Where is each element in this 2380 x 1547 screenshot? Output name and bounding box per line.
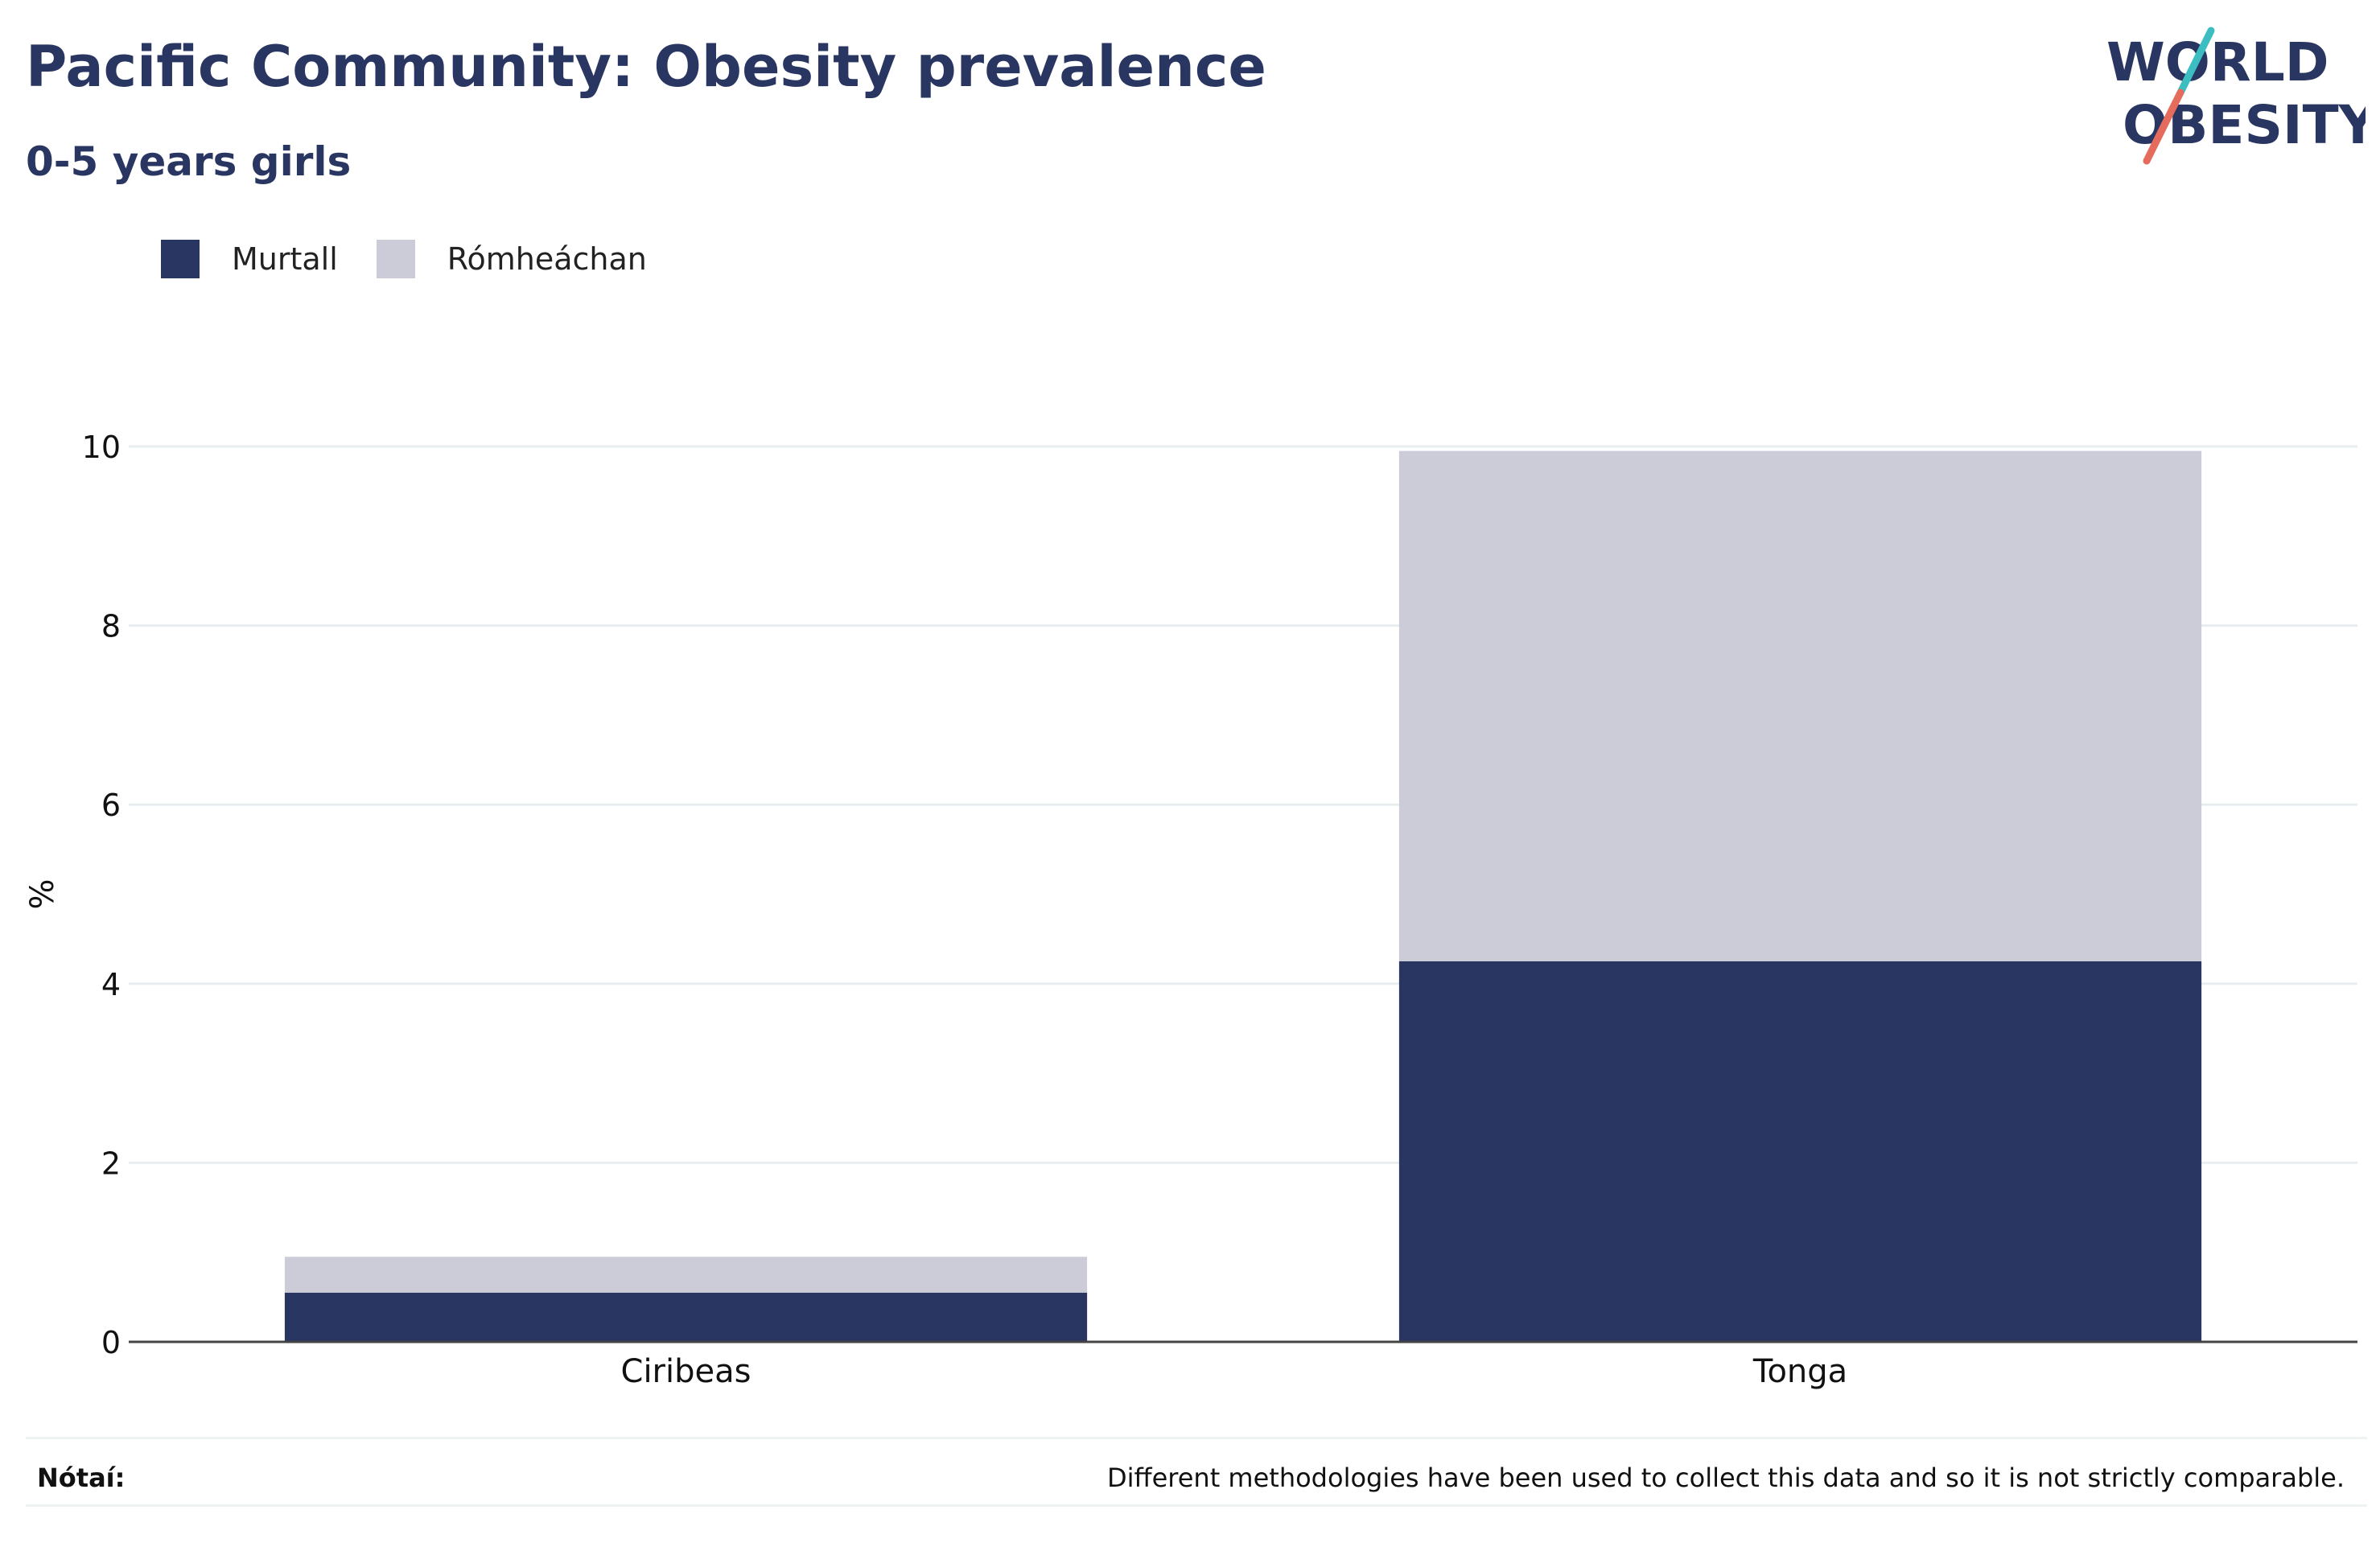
bar-tonga-series-0[interactable]: [1398, 961, 2202, 1342]
y-axis-label: %: [24, 878, 61, 909]
legend-label-murtall: Murtall: [232, 241, 338, 277]
bar-tonga-series-1[interactable]: [1398, 451, 2202, 961]
y-tick-label: 2: [101, 1146, 121, 1181]
y-tick-label: 8: [101, 609, 121, 644]
y-tick-label: 4: [101, 967, 121, 1002]
logo-coral-slash: [2143, 88, 2184, 165]
world-obesity-logo: WORLD OBESITY: [2106, 27, 2366, 165]
logo-line1: WORLD: [2106, 31, 2329, 93]
chart-subtitle: 0-5 years girls: [26, 138, 352, 185]
chart-title: Pacific Community: Obesity prevalence: [26, 34, 1266, 100]
bar-ciribeas-series-0[interactable]: [284, 1292, 1088, 1342]
note-label: Nótaí:: [37, 1463, 126, 1493]
y-tick-label: 10: [82, 430, 121, 465]
x-tick-label: Tonga: [1752, 1353, 1847, 1390]
legend-item-murtall[interactable]: Murtall: [161, 240, 338, 278]
legend-swatch-romheachan: [376, 240, 415, 278]
bar-ciribeas-series-1[interactable]: [284, 1257, 1088, 1293]
legend-item-romheachan[interactable]: Rómheáchan: [376, 240, 647, 278]
y-tick-labels: 0 2 4 6 8 10: [82, 430, 121, 1360]
footer-divider-top: [26, 1437, 2367, 1439]
note-text: Different methodologies have been used t…: [1107, 1463, 2345, 1493]
x-tick-labels: Ciribeas Tonga: [621, 1353, 1848, 1390]
logo-teal-slash: [2176, 27, 2215, 97]
footer-divider-bottom: [26, 1504, 2367, 1507]
y-tick-label: 0: [101, 1325, 121, 1360]
bars: [284, 451, 2202, 1342]
legend: Murtall Rómheáchan: [161, 240, 686, 278]
legend-swatch-murtall: [161, 240, 200, 278]
legend-label-romheachan: Rómheáchan: [447, 241, 647, 277]
x-tick-label: Ciribeas: [621, 1353, 751, 1390]
y-tick-label: 6: [101, 788, 121, 823]
